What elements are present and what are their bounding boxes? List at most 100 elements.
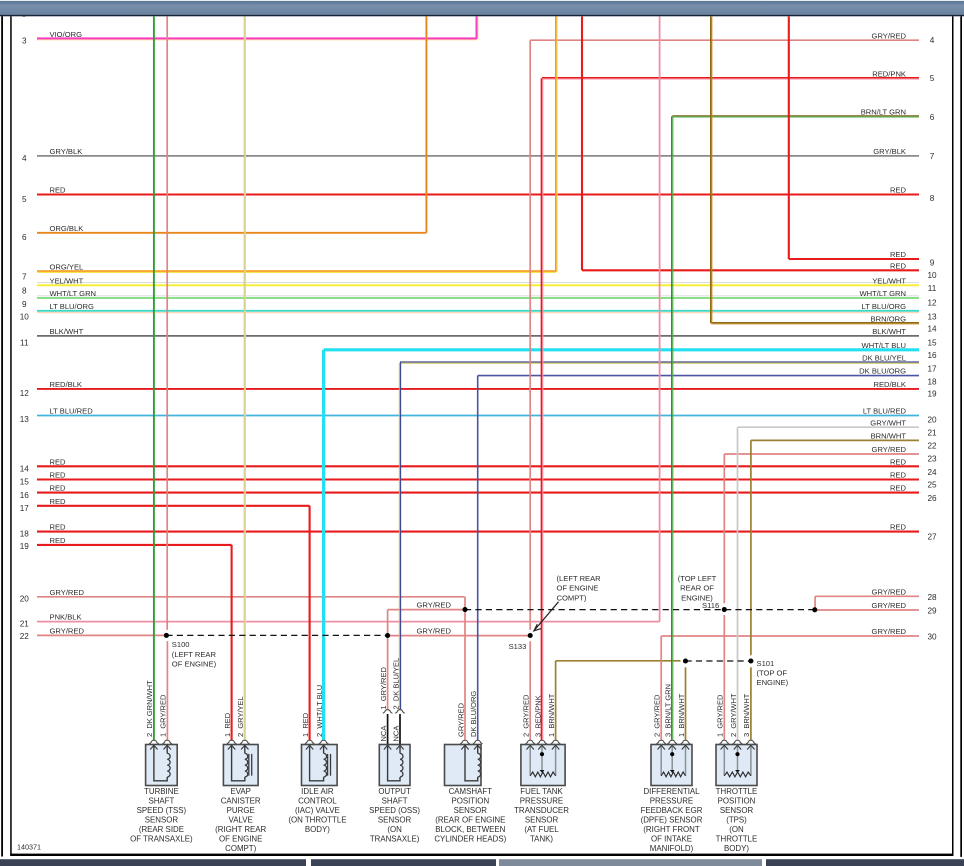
svg-text:3 BRN/LT GRN: 3 BRN/LT GRN	[664, 684, 673, 737]
svg-text:WHT/LT GRN: WHT/LT GRN	[859, 289, 906, 298]
svg-text:RED: RED	[890, 484, 907, 493]
svg-text:12: 12	[927, 298, 937, 307]
svg-text:GRY/BLK: GRY/BLK	[873, 147, 906, 156]
svg-text:REAR OF: REAR OF	[680, 584, 714, 593]
svg-text:ENGINE): ENGINE)	[757, 678, 789, 687]
svg-text:GRY/RED: GRY/RED	[50, 588, 85, 597]
svg-text:4: 4	[22, 154, 27, 163]
svg-text:LT BLU/RED: LT BLU/RED	[863, 407, 907, 416]
svg-text:DIFFERENTIAL: DIFFERENTIAL	[643, 787, 700, 796]
svg-text:3 RED/PNK: 3 RED/PNK	[533, 695, 542, 737]
svg-text:23: 23	[927, 455, 937, 464]
svg-text:(AT FUEL: (AT FUEL	[524, 825, 559, 834]
svg-text:S101: S101	[757, 659, 775, 668]
svg-text:WHT/LT GRN: WHT/LT GRN	[50, 289, 97, 298]
svg-text:14: 14	[20, 465, 30, 474]
svg-text:9: 9	[22, 300, 27, 309]
svg-text:SHAFT: SHAFT	[382, 796, 408, 805]
svg-text:OF ENGINE: OF ENGINE	[557, 584, 599, 593]
svg-text:IDLE AIR: IDLE AIR	[301, 787, 334, 796]
svg-text:GRY/WHT: GRY/WHT	[870, 418, 906, 427]
svg-text:RED/BLK: RED/BLK	[874, 380, 907, 389]
svg-text:GRY/RED: GRY/RED	[417, 600, 452, 609]
svg-text:7: 7	[930, 152, 935, 161]
svg-text:18: 18	[20, 529, 30, 538]
svg-text:20: 20	[20, 595, 30, 604]
svg-text:RED/PNK: RED/PNK	[872, 69, 906, 78]
svg-text:EVAP: EVAP	[230, 787, 250, 796]
svg-text:(TPS): (TPS)	[726, 815, 747, 824]
svg-text:THROTTLE: THROTTLE	[716, 787, 758, 796]
svg-text:CAMSHAFT: CAMSHAFT	[449, 787, 493, 796]
svg-text:1 GRY/RED: 1 GRY/RED	[159, 694, 168, 737]
svg-text:5: 5	[22, 195, 27, 204]
svg-text:13: 13	[927, 312, 937, 321]
svg-text:(ON THROTTLE: (ON THROTTLE	[288, 815, 346, 824]
svg-text:RED: RED	[890, 523, 907, 532]
svg-text:POSITION: POSITION	[451, 796, 489, 805]
svg-text:S133: S133	[509, 642, 527, 651]
svg-text:3: 3	[22, 36, 27, 45]
svg-text:SHAFT: SHAFT	[148, 796, 174, 805]
svg-text:GRY/RED: GRY/RED	[872, 587, 907, 596]
svg-text:(TOP OF: (TOP OF	[757, 669, 788, 678]
svg-text:RED: RED	[890, 261, 907, 270]
svg-text:RED/BLK: RED/BLK	[50, 380, 83, 389]
svg-text:COMPT): COMPT)	[557, 593, 587, 602]
svg-text:SENSOR: SENSOR	[525, 815, 559, 824]
svg-text:OF ENGINE): OF ENGINE)	[172, 660, 217, 669]
svg-text:BLOCK, BETWEEN: BLOCK, BETWEEN	[435, 825, 505, 834]
svg-text:OF ENGINE: OF ENGINE	[219, 835, 262, 844]
svg-text:ENGINE): ENGINE)	[681, 593, 713, 602]
svg-text:29: 29	[927, 607, 937, 616]
svg-text:NCA: NCA	[379, 726, 388, 742]
svg-text:BRN/LT GRN: BRN/LT GRN	[861, 108, 906, 117]
svg-text:(REAR SIDE: (REAR SIDE	[139, 825, 184, 834]
svg-text:GRY/RED: GRY/RED	[417, 626, 452, 635]
svg-text:RED: RED	[890, 457, 907, 466]
svg-text:PRESSURE: PRESSURE	[650, 796, 693, 805]
svg-text:VALVE: VALVE	[229, 815, 253, 824]
svg-text:6: 6	[930, 113, 935, 122]
svg-text:11: 11	[928, 284, 937, 293]
svg-text:25: 25	[927, 481, 937, 490]
svg-text:20: 20	[927, 416, 937, 425]
svg-text:(DPFE) SENSOR: (DPFE) SENSOR	[641, 815, 703, 824]
svg-text:2 DK BLU/YEL: 2 DK BLU/YEL	[391, 658, 400, 710]
svg-text:(RIGHT REAR: (RIGHT REAR	[215, 825, 266, 834]
svg-text:DK BLU/YEL: DK BLU/YEL	[862, 354, 906, 363]
svg-text:COMPT): COMPT)	[225, 844, 256, 853]
svg-text:OF TRANSAXLE): OF TRANSAXLE)	[130, 835, 193, 844]
svg-text:THROTTLE: THROTTLE	[716, 835, 758, 844]
svg-text:11: 11	[20, 339, 29, 348]
svg-text:SENSOR: SENSOR	[145, 815, 179, 824]
svg-text:GRY/RED: GRY/RED	[456, 702, 465, 737]
svg-text:RED: RED	[50, 536, 67, 545]
svg-text:SENSOR: SENSOR	[720, 806, 754, 815]
svg-text:RED: RED	[890, 250, 907, 259]
svg-text:TURBINE: TURBINE	[144, 787, 179, 796]
svg-text:SENSOR: SENSOR	[378, 815, 412, 824]
svg-text:MANIFOLD): MANIFOLD)	[650, 844, 694, 853]
svg-text:(ON: (ON	[387, 825, 402, 834]
svg-text:5: 5	[930, 74, 935, 83]
svg-text:CANISTER: CANISTER	[221, 796, 261, 805]
svg-text:(TOP LEFT: (TOP LEFT	[678, 574, 717, 583]
svg-text:27: 27	[927, 533, 937, 542]
svg-text:RED: RED	[50, 186, 67, 195]
svg-text:13: 13	[20, 415, 30, 424]
svg-text:BODY): BODY)	[724, 844, 749, 853]
svg-text:VIO/ORG: VIO/ORG	[50, 30, 83, 39]
svg-text:1 RED: 1 RED	[223, 712, 232, 737]
svg-text:NCA: NCA	[391, 726, 400, 742]
svg-text:1 GRY/RED: 1 GRY/RED	[379, 667, 388, 710]
svg-text:21: 21	[927, 429, 937, 438]
svg-text:15: 15	[927, 338, 937, 347]
svg-text:2 WHT/LT BLU: 2 WHT/LT BLU	[315, 685, 324, 737]
svg-text:2 GRY/RED: 2 GRY/RED	[653, 694, 662, 737]
svg-text:2 GRY/YEL: 2 GRY/YEL	[236, 696, 245, 737]
svg-text:RED: RED	[50, 523, 67, 532]
svg-text:TRANSDUCER: TRANSDUCER	[514, 806, 569, 815]
svg-text:9: 9	[930, 259, 935, 268]
svg-text:(LEFT REAR: (LEFT REAR	[172, 650, 217, 659]
